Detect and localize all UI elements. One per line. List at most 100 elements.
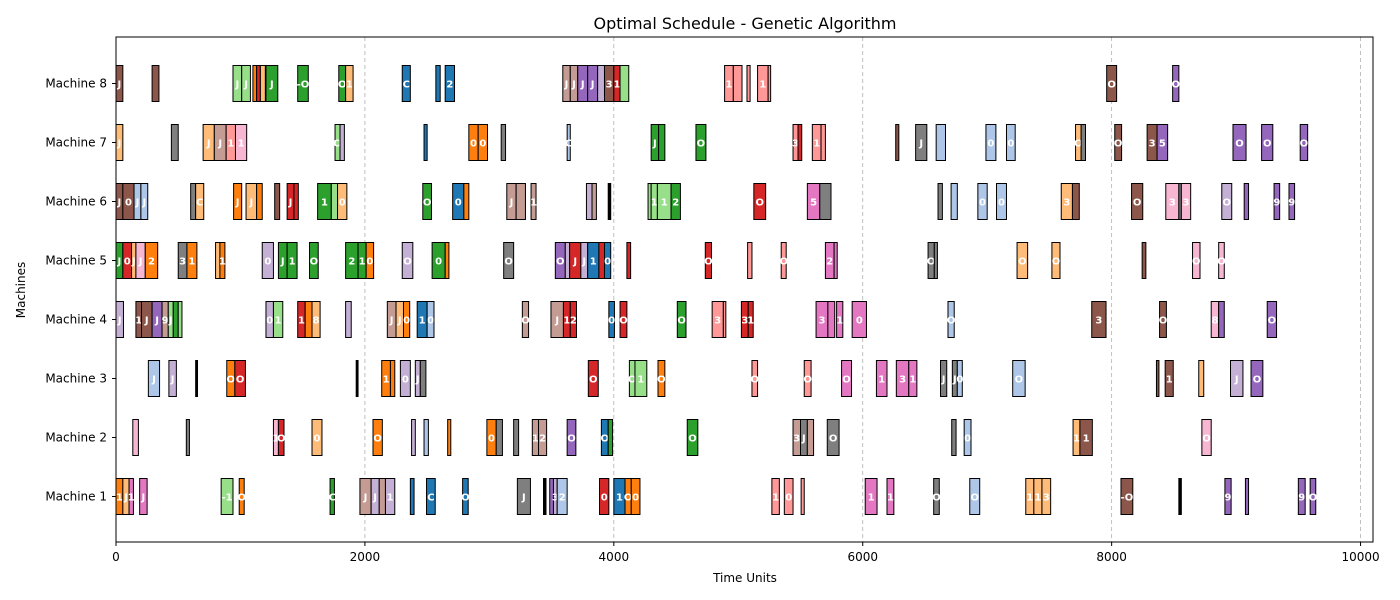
task-bar	[1266, 301, 1278, 338]
task-bar	[185, 419, 190, 456]
x-tick-label: 6000	[847, 550, 878, 564]
task-bar	[252, 65, 258, 102]
task-label: 1	[772, 493, 779, 504]
task-bar	[933, 478, 940, 515]
task-bar	[238, 478, 245, 515]
task-label: J	[581, 257, 586, 268]
task-bar-group	[423, 419, 429, 456]
task-bar	[256, 65, 261, 102]
task-bar-group	[378, 478, 386, 515]
task-bar	[1229, 360, 1244, 397]
task-bar	[1041, 478, 1052, 515]
task-bar-group: J	[506, 183, 517, 220]
task-bar-group	[185, 419, 190, 456]
task-bar-group	[411, 419, 416, 456]
task-bar-group	[1080, 124, 1087, 161]
task-label: -O	[1121, 493, 1134, 504]
y-tick-label: Machine 7	[45, 136, 107, 150]
task-label: J	[952, 375, 957, 386]
task-bar	[670, 183, 681, 220]
task-bar-group	[293, 183, 299, 220]
task-bar	[797, 124, 803, 161]
task-label: 1	[359, 257, 366, 268]
task-bar-group: J	[370, 478, 380, 515]
task-label: 3	[1043, 493, 1050, 504]
task-label: 2	[570, 316, 577, 327]
task-bar-group: O	[686, 419, 699, 456]
task-bar	[996, 183, 1007, 220]
task-bar-group: J	[414, 360, 421, 397]
task-label: O	[932, 493, 941, 504]
task-bar	[585, 183, 593, 220]
task-label: 1	[1026, 493, 1033, 504]
task-label: J	[151, 375, 156, 386]
task-bar-group	[1244, 478, 1250, 515]
task-bar	[566, 124, 571, 161]
task-label: J	[389, 316, 394, 327]
task-bar-group: O	[226, 360, 236, 397]
task-bar	[607, 183, 612, 220]
task-label: C	[329, 493, 336, 504]
task-bar-group: 1	[908, 360, 918, 397]
task-bar	[411, 419, 416, 456]
task-label: O	[970, 493, 979, 504]
task-bar-group	[658, 124, 666, 161]
task-bar-group	[195, 360, 199, 397]
task-bar	[564, 242, 571, 279]
task-label: O	[1171, 80, 1180, 91]
task-bar-group: 2	[670, 183, 681, 220]
task-bar-group	[950, 183, 958, 220]
task-bar-group	[935, 124, 946, 161]
task-bar	[951, 419, 957, 456]
task-label: O	[1107, 80, 1116, 91]
task-label: J	[131, 257, 136, 268]
task-label: J	[243, 80, 248, 91]
task-bar-group: -1	[220, 478, 234, 515]
task-bar	[747, 301, 754, 338]
task-bar	[140, 183, 149, 220]
task-bar	[345, 301, 352, 338]
task-bar-group	[423, 124, 428, 161]
task-label: O	[556, 257, 565, 268]
task-bar-group: J	[359, 478, 372, 515]
task-label: 0	[632, 493, 639, 504]
task-bar-group	[607, 419, 614, 456]
task-label: 0	[979, 198, 986, 209]
task-bar-group: O	[751, 360, 759, 397]
task-bar-group: 1	[864, 478, 878, 515]
task-bar	[355, 360, 359, 397]
task-label: 0	[987, 139, 994, 150]
task-bar-group: O	[1221, 183, 1233, 220]
task-bar-group: 2	[569, 301, 577, 338]
task-bar-group: J	[115, 301, 124, 338]
task-bar-group: O	[277, 419, 285, 456]
task-bar	[234, 360, 246, 397]
task-bar-group	[951, 419, 957, 456]
task-bar	[800, 478, 805, 515]
y-tick-label: Machine 3	[45, 372, 107, 386]
task-bar	[940, 360, 948, 397]
task-bar-group: 0	[1005, 124, 1016, 161]
task-bar-group	[820, 124, 826, 161]
task-bar-group: 1	[219, 242, 226, 279]
task-label: J	[154, 316, 159, 327]
task-bar	[587, 360, 599, 397]
task-label: O	[373, 434, 382, 445]
task-bar	[477, 124, 488, 161]
task-bar-group	[827, 301, 836, 338]
task-bar	[1273, 183, 1281, 220]
task-bar-group: J	[286, 183, 295, 220]
task-label: 1	[116, 493, 123, 504]
task-bar-group: J	[569, 65, 579, 102]
task-label: O	[704, 257, 713, 268]
task-label: O	[803, 375, 812, 386]
task-bar	[503, 242, 515, 279]
x-tick-label: 4000	[599, 550, 630, 564]
task-label: J	[117, 80, 122, 91]
task-label: O	[1074, 139, 1083, 150]
task-bar-group	[1218, 301, 1225, 338]
task-label: 0	[455, 198, 462, 209]
task-bar-group: O	[826, 419, 840, 456]
task-bar	[676, 301, 687, 338]
task-bar-group: 2	[556, 478, 568, 515]
